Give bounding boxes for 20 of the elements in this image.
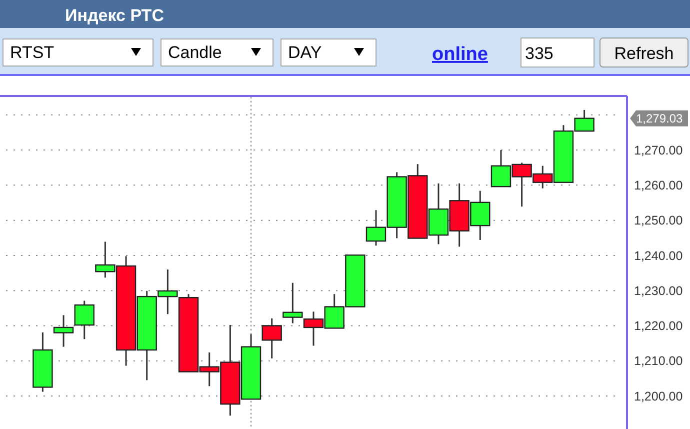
text: Refresh (614, 44, 674, 63)
y-tick-label: 1,260.00 (634, 178, 683, 193)
y-tick-label: 1,200.00 (634, 389, 683, 404)
y-tick-label: 1,240.00 (634, 248, 683, 263)
candlestick (53, 314, 74, 348)
y-tick-label: 1,230.00 (634, 284, 683, 298)
y-tick-label: 1,250.00 (634, 214, 683, 228)
text: 335 (525, 44, 554, 63)
text: RTST (10, 43, 54, 62)
text: DAY (288, 43, 322, 62)
y-tick-label: 1,220.00 (634, 319, 683, 334)
candlestick (74, 300, 94, 340)
chart-title: Индекс РТС (65, 6, 164, 25)
y-tick-label: 1,270.00 (634, 143, 683, 158)
text: online (432, 44, 488, 65)
text: 1,279.03 (636, 112, 684, 126)
candlestick (262, 318, 282, 360)
text: Candle (168, 43, 222, 62)
candlestick (282, 282, 303, 324)
y-tick-label: 1,210.00 (634, 354, 683, 368)
